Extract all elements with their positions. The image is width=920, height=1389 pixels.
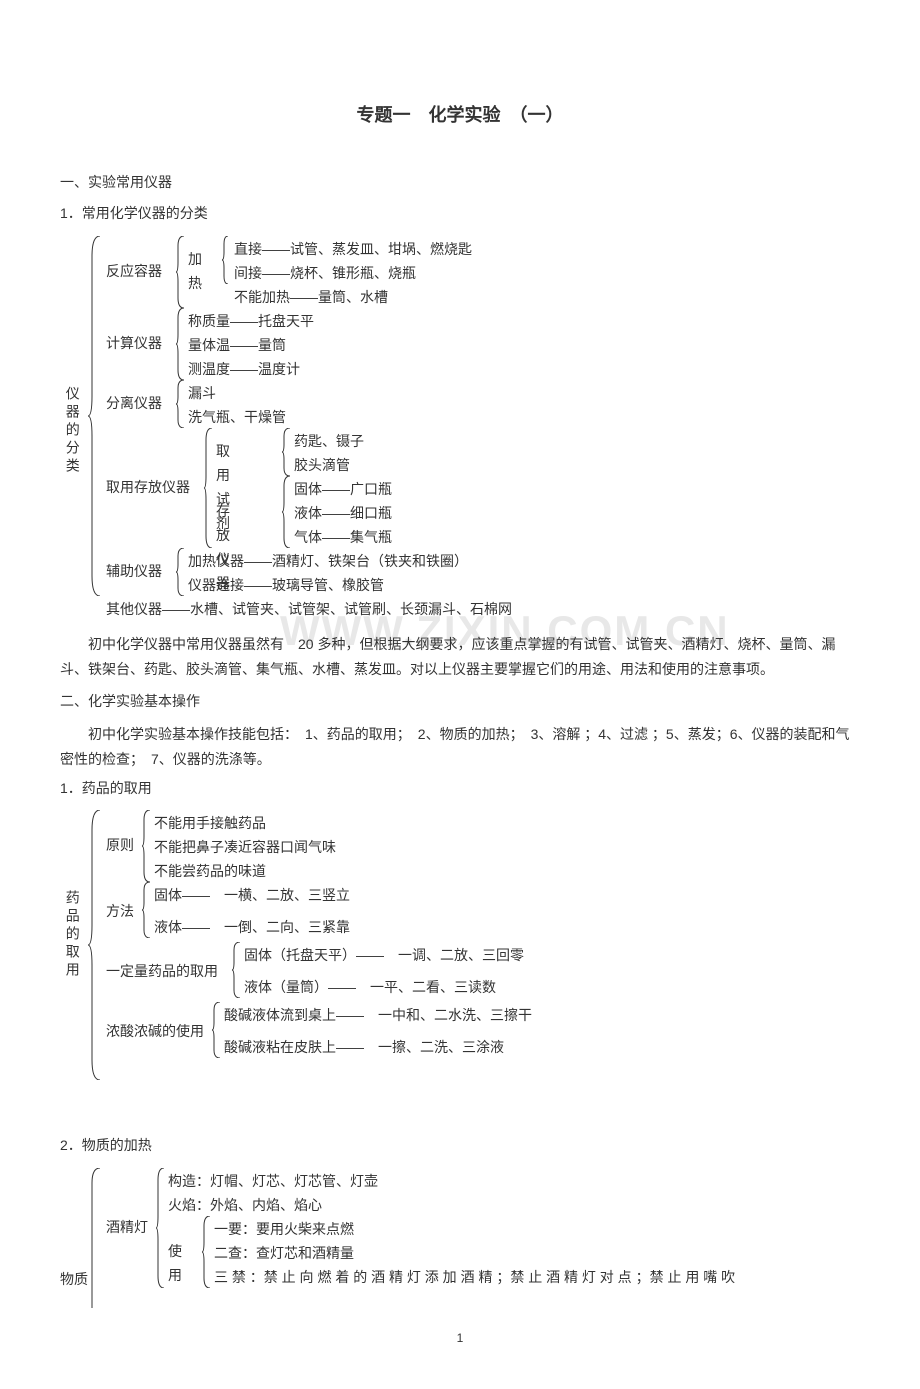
row-1: 直接——试管、蒸发皿、坩埚、燃烧匙 xyxy=(234,238,472,262)
section2-para1: 初中化学实验基本操作技能包括： 1、药品的取用； 2、物质的加热； 3、溶解 ；… xyxy=(60,722,860,772)
brace-reaction xyxy=(176,236,186,308)
s2row-1: 不能用手接触药品 xyxy=(154,812,266,836)
s3row-2: 火焰：外焰、内焰、焰心 xyxy=(168,1194,322,1218)
row-10: 胶头滴管 xyxy=(294,454,350,478)
label-lamp: 酒精灯 xyxy=(106,1216,148,1240)
row-14: 加热仪器——酒精灯、铁架台（铁夹和铁圈） xyxy=(188,550,468,574)
brace-aux xyxy=(176,548,186,596)
vertical-label-1: 仪器的分类 xyxy=(60,386,84,476)
row-13: 气体——集气瓶 xyxy=(294,526,392,550)
row-9: 药匙、镊子 xyxy=(294,430,364,454)
brace-lamp xyxy=(156,1168,166,1288)
label-separate: 分离仪器 xyxy=(106,392,162,416)
row-16: 其他仪器——水槽、试管夹、试管架、试管刷、长颈漏斗、石棉网 xyxy=(106,598,860,622)
brace-use xyxy=(282,428,292,476)
brace-quantity xyxy=(232,942,242,998)
brace-method xyxy=(142,882,152,938)
brace-measure xyxy=(176,308,186,380)
brace-separate xyxy=(176,380,186,428)
section1-header: 一、实验常用仪器 xyxy=(60,171,860,195)
brace-main-3 xyxy=(88,1168,102,1308)
tree-block-2: 药品的取用 原则 不能用手接触药品 不能把鼻子凑近容器口闻气味 不能尝药品的味道… xyxy=(60,810,860,1080)
section1-para1: 初中化学仪器中常用仪器虽然有 20 多种，但根据大纲要求，应该重点掌握的有试管、… xyxy=(60,632,860,682)
label-aux: 辅助仪器 xyxy=(106,560,162,584)
vertical-label-3: 物质 xyxy=(60,1268,88,1292)
row-11: 固体——广口瓶 xyxy=(294,478,392,502)
s2row-5: 液体—— 一倒、二向、三紧靠 xyxy=(154,916,350,940)
s2row-3: 不能尝药品的味道 xyxy=(154,860,266,884)
row-12: 液体——细口瓶 xyxy=(294,502,392,526)
label-reaction: 反应容器 xyxy=(106,260,162,284)
label-use-lamp: 使用 xyxy=(168,1240,182,1288)
label-method: 方法 xyxy=(106,900,134,924)
label-measure: 计算仪器 xyxy=(106,332,162,356)
row-3: 不能加热——量筒、水槽 xyxy=(234,286,388,310)
vertical-label-2: 药品的取用 xyxy=(60,890,84,980)
s2row-8: 酸碱液体流到桌上—— 一中和、二水洗、三擦干 xyxy=(224,1004,532,1028)
s2row-4: 固体—— 一横、二放、三竖立 xyxy=(154,884,350,908)
section1-sub1: 1．常用化学仪器的分类 xyxy=(60,202,860,226)
section2-sub1: 1．药品的取用 xyxy=(60,777,860,801)
tree-block-1: 仪器的分类 反应容器 加热 直接——试管、蒸发皿、坩埚、燃烧匙 间接——烧杯、锥… xyxy=(60,236,860,622)
brace-use-lamp xyxy=(202,1216,212,1288)
page-title: 专题一 化学实验 （一） xyxy=(60,100,860,131)
tree-block-3: 物质 酒精灯 构造：灯帽、灯芯、灯芯管、灯壶 火焰：外焰、内焰、焰心 使用 一要… xyxy=(60,1168,860,1298)
section2-header: 二、化学实验基本操作 xyxy=(60,690,860,714)
label-acid: 浓酸浓碱的使用 xyxy=(106,1020,204,1044)
brace-principle xyxy=(142,810,152,882)
row-2: 间接——烧杯、锥形瓶、烧瓶 xyxy=(234,262,416,286)
s2row-6: 固体（托盘天平）—— 一调、二放、三回零 xyxy=(244,944,524,968)
label-heat: 加热 xyxy=(188,248,202,296)
s3row-5: 三 禁 ：禁 止 向 燃 着 的 酒 精 灯 添 加 酒 精 ；禁 止 酒 精 … xyxy=(214,1266,854,1290)
row-7: 漏斗 xyxy=(188,382,216,406)
s3row-3: 一要：要用火柴来点燃 xyxy=(214,1218,354,1242)
s3row-1: 构造：灯帽、灯芯、灯芯管、灯壶 xyxy=(168,1170,378,1194)
label-store: 取用存放仪器 xyxy=(106,476,190,500)
s2row-2: 不能把鼻子凑近容器口闻气味 xyxy=(154,836,336,860)
s2row-9: 酸碱液粘在皮肤上—— 一擦、二洗、三涂液 xyxy=(224,1036,504,1060)
row-6: 测温度——温度计 xyxy=(188,358,300,382)
s3row-4: 二查：查灯芯和酒精量 xyxy=(214,1242,354,1266)
section2-sub2: 2．物质的加热 xyxy=(60,1134,860,1158)
brace-main-2 xyxy=(88,810,102,1080)
row-5: 量体温——量筒 xyxy=(188,334,286,358)
brace-main-1 xyxy=(88,236,102,596)
s2row-7: 液体（量筒）—— 一平、二看、三读数 xyxy=(244,976,496,1000)
brace-acid xyxy=(212,1002,222,1058)
brace-heat xyxy=(222,236,230,284)
row-8: 洗气瓶、干燥管 xyxy=(188,406,286,430)
row-15: 仪器连接——玻璃导管、橡胶管 xyxy=(188,574,384,598)
page-number: 1 xyxy=(60,1328,860,1348)
brace-store xyxy=(204,428,214,548)
row-4: 称质量——托盘天平 xyxy=(188,310,314,334)
label-principle: 原则 xyxy=(106,834,134,858)
brace-storage xyxy=(282,476,292,548)
label-quantity: 一定量药品的取用 xyxy=(106,960,218,984)
